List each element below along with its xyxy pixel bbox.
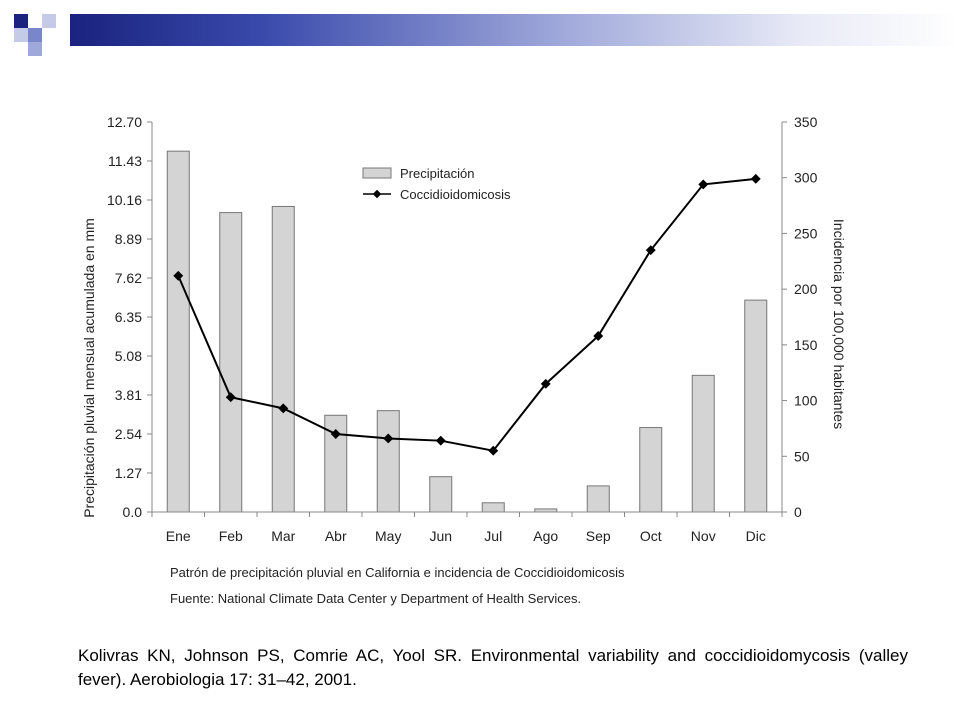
- y-left-tick-label: 2.54: [115, 426, 142, 442]
- bar-ene: [166, 150, 190, 513]
- chart-container: 0.0 1.27 2.54 3.81 5.08 6.35 7.62 8.89 10.16 11.4…: [70, 100, 870, 620]
- x-tick-label-oct: Oct: [640, 528, 662, 544]
- header-band: [0, 14, 960, 46]
- x-tick-label-feb: Feb: [219, 528, 243, 544]
- y-right-tick-label: 350: [794, 114, 818, 130]
- y-right-tick-label: 200: [794, 281, 818, 297]
- chart-background: [70, 100, 870, 620]
- cocci-line: [177, 177, 756, 452]
- y-right-tick-label: 250: [794, 225, 818, 241]
- caption-line-2: Fuente: National Climate Data Center y D…: [170, 591, 581, 606]
- legend-label-cocci: Coccidioidomicosis: [400, 187, 511, 202]
- cocci-point-nov: [698, 179, 709, 190]
- citation-text: Kolivras KN, Johnson PS, Comrie AC, Yool…: [78, 646, 908, 689]
- bar-oct: [639, 427, 663, 513]
- bar-feb: [219, 212, 243, 513]
- legend-swatch-bar: [362, 167, 392, 179]
- bar-jun: [429, 476, 453, 513]
- cocci-point-may: [383, 433, 394, 444]
- legend-label-precip: Precipitación: [400, 166, 474, 181]
- x-tick-label-dic: Dic: [746, 528, 766, 544]
- cocci-point-feb: [225, 392, 236, 403]
- x-tick-label-ene: Ene: [166, 528, 191, 544]
- y-left-tick-label: 10.16: [107, 192, 142, 208]
- y-left-tick-label: 11.43: [108, 153, 142, 169]
- decor-square-mid: [14, 28, 28, 42]
- bar-may: [376, 410, 400, 513]
- caption-line-1: Patrón de precipitación pluvial en Calif…: [170, 565, 625, 580]
- decor-square-pale: [28, 42, 42, 56]
- cocci-point-abr: [330, 429, 341, 439]
- y-left-tick-label: 7.62: [115, 270, 142, 286]
- cocci-point-jul: [488, 445, 499, 456]
- bar-nov: [691, 374, 715, 513]
- y-right-tick-label: 50: [794, 448, 810, 464]
- y-left-tick-label: 5.08: [115, 348, 142, 364]
- cocci-point-sep: [593, 330, 604, 341]
- decor-square-navy: [14, 14, 28, 28]
- y-axis-label-left: Precipitación pluvial mensual acumulada …: [81, 218, 97, 518]
- x-tick-label-may: May: [375, 528, 401, 544]
- y-left-tick-label: 12.70: [107, 114, 142, 130]
- cocci-point-jun: [435, 435, 446, 446]
- y-left-tick-label: 0.0: [123, 504, 143, 520]
- y-right-tick-label: 0: [794, 504, 802, 520]
- cocci-point-ene: [173, 270, 184, 281]
- bar-dic: [744, 299, 768, 513]
- y-right-tick-label: 150: [794, 337, 818, 353]
- cocci-point-dic: [750, 173, 761, 184]
- y-left-tick-label: 6.35: [115, 309, 142, 325]
- decor-square-light: [42, 14, 56, 28]
- cocci-point-oct: [645, 245, 656, 256]
- x-tick-label-jul: Jul: [484, 528, 502, 544]
- x-tick-label-mar: Mar: [271, 528, 295, 544]
- decor-square-blue: [28, 28, 42, 42]
- y-left-tick-label: 3.81: [115, 387, 142, 403]
- y-right-tick-label: 100: [794, 393, 818, 409]
- bar-mar: [271, 205, 295, 513]
- bar-sep: [586, 485, 610, 513]
- x-tick-label-jun: Jun: [429, 528, 452, 544]
- y-left-tick-label: 8.89: [115, 231, 142, 247]
- x-tick-label-ago: Ago: [533, 528, 558, 544]
- chart-svg: 0.0 1.27 2.54 3.81 5.08 6.35 7.62 8.89 10.16 11.4…: [70, 100, 870, 620]
- x-tick-label-nov: Nov: [691, 528, 716, 544]
- x-tick-label-abr: Abr: [325, 528, 347, 544]
- cocci-point-ago: [540, 378, 551, 389]
- bar-jul: [481, 502, 505, 513]
- y-left-tick-label: 1.27: [115, 465, 142, 481]
- x-tick-label-sep: Sep: [586, 528, 611, 544]
- y-axis-label-right: Incidencia por 100,000 habitantes: [831, 219, 847, 429]
- legend-swatch-marker: [372, 189, 382, 199]
- y-right-tick-label: 300: [794, 170, 818, 186]
- legend: Precipitación Coccidioidomicosis: [362, 166, 511, 202]
